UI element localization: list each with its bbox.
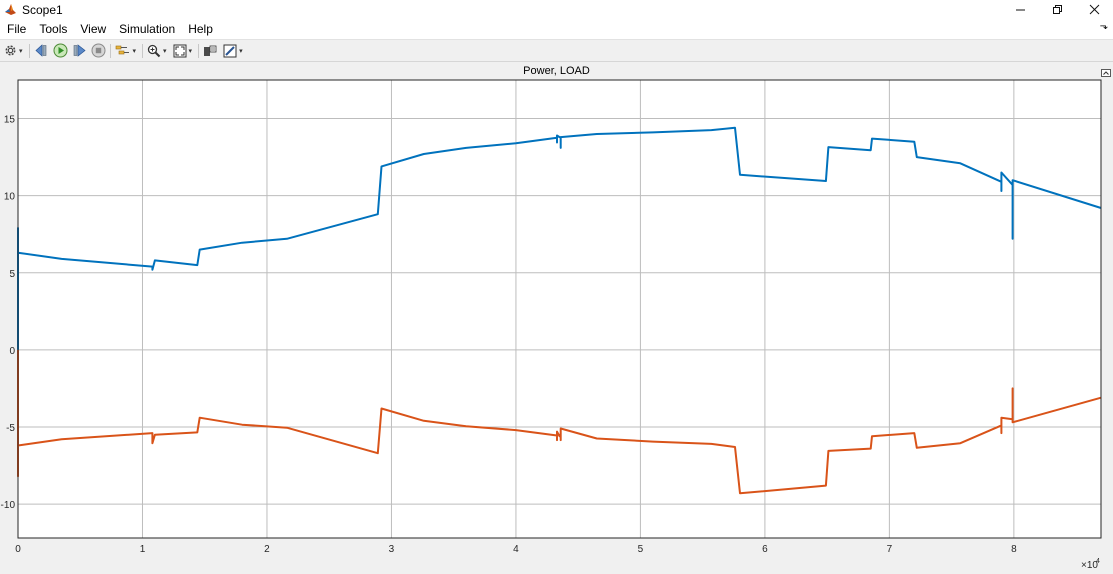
step-forward-icon[interactable] — [72, 40, 87, 61]
x-tick-label: 4 — [513, 544, 519, 555]
x-tick-label: 2 — [264, 544, 270, 555]
dropdown-arrow-icon[interactable]: ▾ — [188, 47, 193, 55]
x-tick-label: 8 — [1011, 544, 1017, 555]
window-controls — [1002, 0, 1113, 19]
minimize-icon[interactable] — [1002, 0, 1039, 19]
settings-icon[interactable]: ▾ — [4, 40, 25, 61]
menu-bar: File Tools View Simulation Help ⬎ — [0, 19, 1113, 40]
dropdown-arrow-icon[interactable]: ▾ — [132, 47, 137, 55]
x-tick-label: 6 — [762, 544, 768, 555]
matlab-icon — [4, 3, 17, 16]
autoscale-icon[interactable]: ▾ — [173, 40, 195, 61]
toolbar-separator — [198, 43, 200, 58]
dropdown-arrow-icon[interactable]: ▾ — [19, 47, 23, 55]
step-back-icon[interactable] — [34, 40, 49, 61]
y-tick-label: -10 — [1, 500, 16, 511]
run-icon[interactable] — [53, 40, 68, 61]
zoom-icon[interactable]: ▾ — [147, 40, 169, 61]
menu-file[interactable]: File — [7, 22, 27, 36]
tick-labels: 0 1 2 3 4 5 6 7 8 15 10 5 0 -5 -10 — [1, 115, 1018, 555]
toolbar-separator — [28, 43, 30, 58]
series-group — [17, 126, 1102, 495]
restore-icon[interactable] — [1039, 0, 1076, 19]
dropdown-arrow-icon[interactable]: ▾ — [163, 47, 167, 55]
x-tick-label: 5 — [638, 544, 644, 555]
toolbar-separator — [109, 43, 111, 58]
undock-icon[interactable] — [1101, 64, 1111, 82]
x-tick-label: 0 — [15, 544, 21, 555]
series-line-2 — [17, 349, 1102, 495]
stop-icon[interactable] — [91, 40, 106, 61]
y-tick-label: 10 — [4, 192, 16, 203]
window-title: Scope1 — [22, 2, 63, 17]
highlight-icon[interactable]: ▾ — [115, 40, 139, 61]
y-tick-label: 0 — [9, 346, 15, 357]
cursor-measure-icon[interactable] — [203, 40, 217, 61]
y-tick-label: 15 — [4, 115, 16, 126]
series-line-1 — [17, 126, 1102, 350]
menu-simulation[interactable]: Simulation — [119, 22, 176, 36]
axes-background — [18, 80, 1101, 538]
toolbar: ▾ ▾ — [0, 40, 1113, 62]
x-exponent-power: 4 — [1096, 558, 1100, 565]
menu-help[interactable]: Help — [188, 22, 213, 36]
x-tick-label: 3 — [389, 544, 395, 555]
x-exponent-label: ×10 — [1081, 560, 1098, 571]
y-tick-label: -5 — [6, 423, 15, 434]
chevron-icon[interactable]: ⬎ — [1099, 21, 1108, 32]
title-bar: Scope1 — [0, 0, 1113, 19]
close-icon[interactable] — [1076, 0, 1113, 19]
menu-tools[interactable]: Tools — [39, 22, 68, 36]
toolbar-separator — [142, 43, 144, 58]
y-tick-label: 5 — [9, 269, 15, 280]
dropdown-arrow-icon[interactable]: ▾ — [239, 47, 243, 55]
menu-view[interactable]: View — [80, 22, 107, 36]
axes-frame — [17, 79, 1102, 539]
style-icon[interactable]: ▾ — [223, 40, 245, 61]
plot-title: Power, LOAD — [523, 65, 590, 77]
x-tick-label: 1 — [140, 544, 146, 555]
x-tick-label: 7 — [887, 544, 893, 555]
